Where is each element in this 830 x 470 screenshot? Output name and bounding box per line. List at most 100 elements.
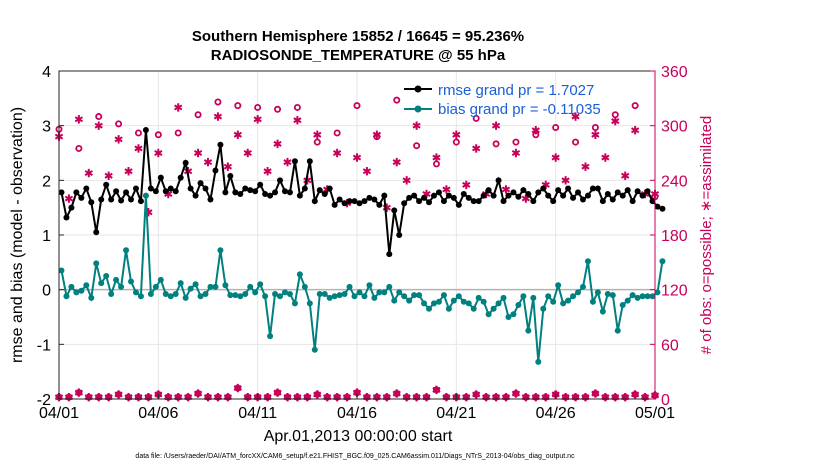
obs-possible-point <box>631 102 639 110</box>
bias-point <box>192 281 199 288</box>
rmse-point <box>555 187 562 194</box>
bias-point <box>629 292 636 299</box>
obs-assimilated-point <box>114 135 123 144</box>
bias-point <box>252 289 259 296</box>
chart-title: Southern Hemisphere 15852 / 16645 = 95.2… <box>192 28 524 45</box>
obs-assimilated-point <box>402 176 411 185</box>
obs-possible-point <box>234 102 242 110</box>
rmse-point <box>560 192 567 199</box>
legend-rmse-label: rmse grand pr = 1.7027 <box>438 82 594 99</box>
rmse-point <box>316 187 323 194</box>
rmse-point <box>197 180 204 187</box>
star-stroke <box>501 186 511 193</box>
obs-assimilated-point <box>273 139 282 149</box>
bias-point <box>63 293 70 300</box>
star-stroke <box>372 131 382 138</box>
rmse-point <box>222 189 229 196</box>
star-stroke <box>630 391 640 398</box>
star-stroke <box>263 168 272 175</box>
rmse-point <box>147 185 154 192</box>
obs-possible-point <box>492 140 500 148</box>
rmse-point <box>575 189 582 196</box>
star-stroke <box>511 390 521 397</box>
obs-assimilated-point <box>442 185 451 194</box>
bias-point <box>634 294 641 301</box>
bias-point <box>222 282 229 289</box>
obs-assimilated-point <box>561 176 570 185</box>
rmse-point <box>227 172 234 179</box>
x-tick-label: 04/21 <box>436 405 476 422</box>
rmse-point <box>450 194 457 201</box>
obs-assimilated-point <box>581 162 590 171</box>
bias-point <box>137 293 144 300</box>
legend-rmse-marker <box>414 85 422 93</box>
bias-point <box>654 289 661 296</box>
obs-possible-point <box>95 113 103 121</box>
star-stroke <box>531 127 540 134</box>
bias-point <box>257 281 264 288</box>
rmse-point <box>98 196 105 203</box>
bias-point <box>197 293 204 300</box>
bias-point <box>296 271 303 278</box>
bias-point <box>520 293 527 300</box>
bias-point <box>515 301 522 308</box>
rmse-point <box>267 192 274 199</box>
bias-point <box>550 298 557 305</box>
y2-tick-label: 360 <box>661 64 688 81</box>
star-stroke <box>561 177 570 184</box>
obs-assimilated-point <box>501 185 511 194</box>
bias-point <box>262 293 269 300</box>
star-stroke <box>432 154 441 161</box>
bias-point <box>445 305 452 312</box>
bias-point <box>440 292 447 299</box>
obs-assimilated-point <box>263 167 272 176</box>
star-stroke <box>402 177 411 184</box>
bias-point <box>247 283 254 290</box>
axes: 04/01 04/06 04/11 04/16 04/21 04/26 05/01 4 3 2 1 0… <box>37 64 688 422</box>
bias-point <box>346 283 353 290</box>
bias-point <box>301 283 308 290</box>
bias-point <box>535 358 542 365</box>
star-stroke <box>571 113 580 120</box>
obs-assimilated-point <box>352 153 362 162</box>
star-stroke <box>104 172 113 179</box>
bias-point <box>644 293 651 300</box>
rmse-point <box>525 191 532 197</box>
star-stroke <box>392 159 401 166</box>
bias-point <box>475 294 482 301</box>
rmse-point <box>192 192 199 199</box>
rmse-point <box>510 189 517 196</box>
obs-assimilated-point <box>491 121 501 130</box>
bias-point <box>381 289 388 296</box>
obs-assimilated-point <box>283 157 292 167</box>
rmse-point <box>351 198 358 205</box>
star-stroke <box>313 131 322 138</box>
bias-point <box>609 292 616 299</box>
star-stroke <box>74 116 84 123</box>
rmse-point <box>172 188 179 195</box>
bias-point <box>435 298 442 305</box>
chart-subtitle: RADIOSONDE_TEMPERATURE @ 55 hPa <box>211 47 506 64</box>
rmse-point <box>306 158 313 165</box>
bias-point <box>619 301 626 308</box>
x-tick-label: 05/01 <box>635 405 675 422</box>
x-tick-label: 04/26 <box>536 405 576 422</box>
rmse-point <box>659 205 666 212</box>
rmse-point <box>475 198 482 205</box>
bias-point <box>93 260 100 267</box>
y2-tick-label: 240 <box>661 173 688 190</box>
y-tick-label: 2 <box>42 173 51 190</box>
bias-point <box>490 305 497 312</box>
bias-point <box>604 291 611 298</box>
x-tick-label: 04/06 <box>138 405 178 422</box>
star-stroke <box>174 104 183 111</box>
rmse-point <box>142 127 149 134</box>
rmse-point <box>609 196 616 203</box>
bias-point <box>599 308 606 315</box>
rmse-point <box>455 201 462 208</box>
obs-possible-point <box>353 102 361 110</box>
bias-point <box>83 282 90 289</box>
obs-assimilated-point <box>392 157 401 167</box>
star-stroke <box>352 389 362 396</box>
